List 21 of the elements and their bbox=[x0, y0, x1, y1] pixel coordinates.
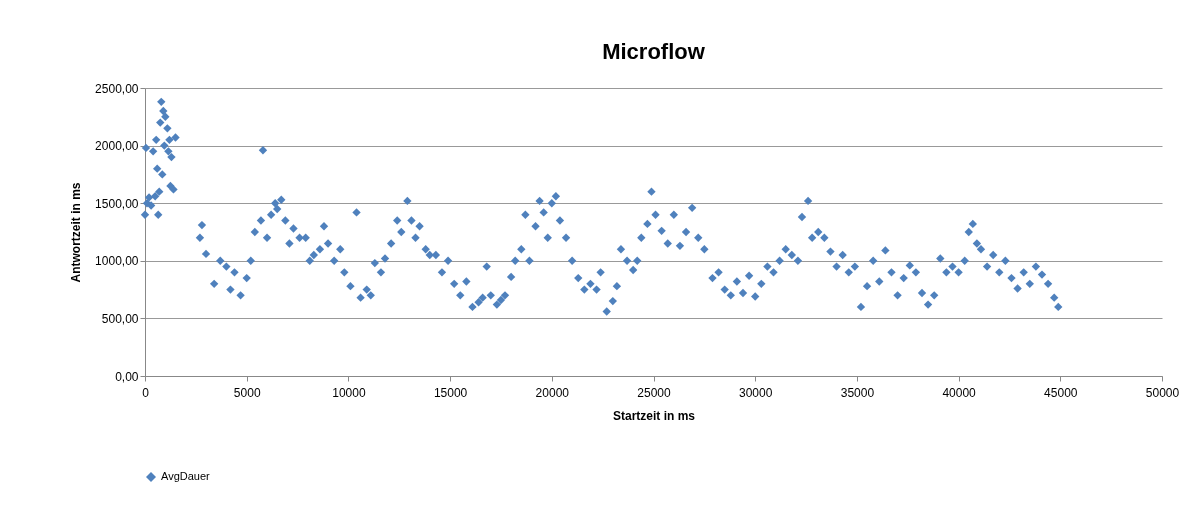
y-tick-label: 1000,00 bbox=[95, 254, 139, 269]
y-tick-label: 500,00 bbox=[101, 311, 139, 326]
x-tick-label: 25000 bbox=[637, 385, 672, 400]
y-tick-label: 1500,00 bbox=[95, 196, 139, 211]
y-tick-label: 2500,00 bbox=[95, 81, 139, 96]
y-tick-label: 2000,00 bbox=[95, 139, 139, 154]
x-tick-label: 0 bbox=[142, 385, 150, 400]
x-tick-label: 45000 bbox=[1044, 385, 1078, 400]
x-tick-label: 15000 bbox=[433, 385, 468, 400]
x-tick-label: 5000 bbox=[233, 385, 261, 400]
x-tick-label: 20000 bbox=[535, 385, 570, 400]
x-tick-label: 30000 bbox=[739, 385, 773, 400]
x-tick-label: 35000 bbox=[840, 385, 875, 400]
x-axis-title: Startzeit in ms bbox=[612, 408, 696, 423]
chart-title: Microflow bbox=[602, 39, 706, 64]
x-tick-label: 50000 bbox=[1145, 385, 1180, 400]
x-tick-label: 10000 bbox=[332, 385, 366, 400]
y-axis-title: Antwortzeit in ms bbox=[69, 182, 84, 283]
y-tick-label: 0,00 bbox=[115, 369, 139, 384]
legend-label: AvgDauer bbox=[161, 470, 211, 482]
x-tick-label: 40000 bbox=[942, 385, 977, 400]
